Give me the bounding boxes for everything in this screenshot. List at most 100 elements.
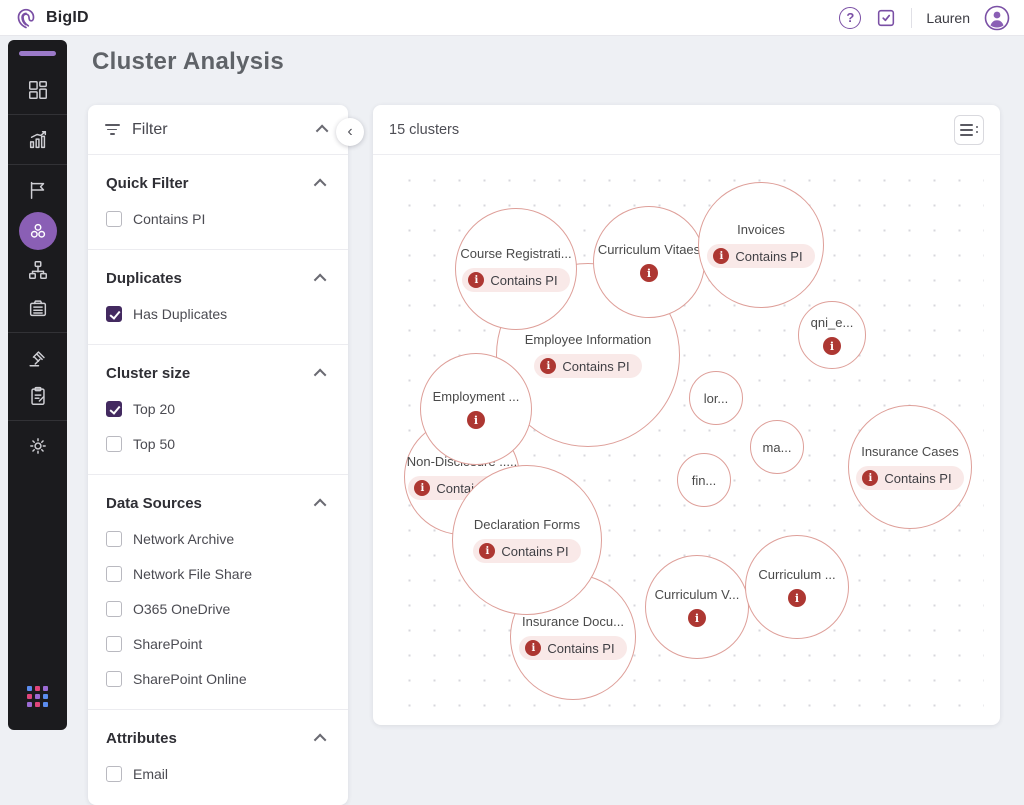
info-icon: i [468, 272, 485, 288]
info-icon: i [479, 543, 496, 559]
cluster-label: Employment ... [432, 389, 520, 404]
filter-checkbox-label: Network Archive [133, 531, 235, 547]
info-icon: i [713, 248, 730, 264]
sidebar-item-gavel[interactable] [8, 340, 67, 376]
checkbox[interactable] [106, 531, 122, 547]
checkbox[interactable] [106, 766, 122, 782]
cluster-bubble[interactable]: ma... [750, 420, 804, 474]
cluster-bubble-chart: Employee Information i Contains PI Course … [389, 160, 984, 711]
cluster-bubble[interactable]: Curriculum V... i [645, 555, 749, 659]
list-view-button[interactable] [954, 114, 984, 145]
filter-panel: Filter Quick Filter Contains PI Duplicat… [88, 105, 348, 805]
filter-section-title: Duplicates [106, 270, 182, 287]
cluster-bubble[interactable]: fin... [677, 453, 731, 507]
chevron-up-icon [313, 498, 327, 512]
info-icon[interactable]: i [688, 609, 706, 627]
filter-section-header[interactable]: Quick Filter [106, 175, 330, 192]
sidebar-item-clusters[interactable] [8, 210, 67, 252]
contains-pi-badge: i Contains PI [519, 636, 627, 660]
filter-checkbox-row[interactable]: Has Duplicates [106, 306, 330, 322]
cluster-bubble[interactable]: qni_e...i [798, 301, 866, 369]
filter-icon [104, 123, 120, 136]
cluster-bubble[interactable]: Insurance Docu... i Contains PI [510, 574, 636, 700]
checkbox[interactable] [106, 566, 122, 582]
info-icon: i [414, 480, 431, 496]
filter-checkbox-row[interactable]: Network File Share [106, 566, 330, 582]
cluster-bubble[interactable]: Declaration Forms i Contains PI [452, 465, 602, 615]
cluster-label: Curriculum Vitaes [597, 242, 701, 257]
filter-header[interactable]: Filter [88, 105, 348, 155]
cluster-bubble[interactable]: Insurance Cases i Contains PI [848, 405, 972, 529]
filter-section-header[interactable]: Duplicates [106, 270, 330, 287]
page-title: Cluster Analysis [92, 48, 284, 75]
filter-checkbox-row[interactable]: Contains PI [106, 211, 330, 227]
checkbox-checked[interactable] [106, 401, 122, 417]
contains-pi-badge: i Contains PI [856, 466, 964, 490]
chevron-up-icon [313, 178, 327, 192]
info-icon: i [525, 640, 542, 656]
filter-section-header[interactable]: Attributes [106, 730, 330, 747]
filter-checkbox-row[interactable]: O365 OneDrive [106, 601, 330, 617]
filter-checkbox-row[interactable]: Email [106, 766, 330, 782]
cluster-label: Curriculum ... [758, 567, 836, 582]
info-icon: i [540, 358, 557, 374]
cluster-bubble[interactable]: Employment ... i [420, 353, 532, 465]
cluster-bubble[interactable]: lor... [689, 371, 743, 425]
checkbox[interactable] [106, 436, 122, 452]
cluster-bubble[interactable]: Course Registrati... i Contains PI [455, 208, 577, 330]
cluster-label: qni_e... [810, 315, 854, 330]
info-icon[interactable]: i [640, 264, 658, 282]
left-sidebar [8, 40, 67, 730]
sidebar-item-clipboard[interactable] [8, 378, 67, 414]
checkbox[interactable] [106, 636, 122, 652]
filter-section-header[interactable]: Data Sources [106, 495, 330, 512]
chevron-up-icon[interactable] [315, 124, 329, 138]
cluster-label: ma... [762, 439, 792, 455]
filter-checkbox-row[interactable]: SharePoint Online [106, 671, 330, 687]
sidebar-item-analytics[interactable] [8, 122, 67, 158]
cluster-label: Declaration Forms [473, 517, 581, 532]
avatar[interactable] [984, 5, 1010, 31]
cluster-label: Insurance Cases [861, 444, 959, 459]
filter-checkbox-row[interactable]: Network Archive [106, 531, 330, 547]
filter-title: Filter [132, 120, 168, 138]
cluster-count: 15 clusters [389, 121, 460, 138]
sidebar-item-settings[interactable] [8, 428, 67, 464]
brand-logo[interactable]: BigID [14, 6, 89, 30]
brand-name: BigID [46, 8, 89, 26]
checkbox[interactable] [106, 601, 122, 617]
sidebar-divider [8, 420, 67, 421]
info-icon[interactable]: i [788, 589, 806, 607]
filter-checkbox-row[interactable]: Top 20 [106, 401, 330, 417]
info-icon[interactable]: i [467, 411, 485, 429]
sidebar-item-flag[interactable] [8, 172, 67, 208]
cluster-label: Employee Information [524, 332, 652, 347]
header-divider [911, 7, 913, 28]
filter-checkbox-label: Network File Share [133, 566, 253, 582]
sidebar-item-hierarchy[interactable] [8, 252, 67, 288]
sidebar-item-apps[interactable] [8, 678, 67, 714]
contains-pi-badge: i Contains PI [534, 354, 642, 378]
cluster-bubble[interactable]: Curriculum ... i [745, 535, 849, 639]
filter-checkbox-row[interactable]: Top 50 [106, 436, 330, 452]
info-icon[interactable]: i [823, 337, 841, 355]
filter-section-title: Data Sources [106, 495, 202, 512]
cluster-label: fin... [691, 472, 717, 488]
apps-grid-icon [27, 685, 48, 707]
sidebar-item-dashboard[interactable] [8, 72, 67, 108]
sidebar-divider [8, 114, 67, 115]
contains-pi-badge: i Contains PI [707, 244, 815, 268]
filter-section-header[interactable]: Cluster size [106, 365, 330, 382]
tasks-icon[interactable] [875, 7, 897, 29]
collapse-panel-button[interactable]: ‹ [336, 118, 364, 146]
filter-checkbox-row[interactable]: SharePoint [106, 636, 330, 652]
checkbox[interactable] [106, 671, 122, 687]
cluster-bubble[interactable]: Curriculum Vitaes i [593, 206, 705, 318]
checkbox-checked[interactable] [106, 306, 122, 322]
cluster-label: Invoices [737, 222, 785, 237]
help-icon[interactable]: ? [839, 6, 862, 29]
cluster-bubble[interactable]: Invoices i Contains PI [698, 182, 824, 308]
sidebar-item-archive[interactable] [8, 290, 67, 326]
checkbox[interactable] [106, 211, 122, 227]
sidebar-divider [8, 332, 67, 333]
